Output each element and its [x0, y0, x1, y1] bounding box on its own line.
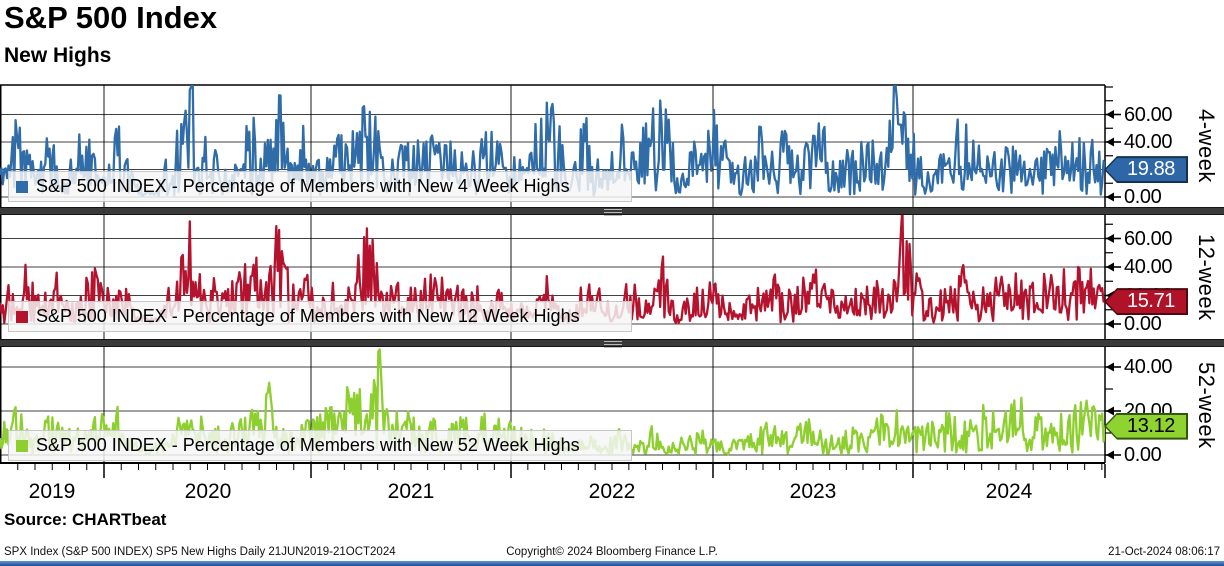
- legend-label-4week: S&P 500 INDEX - Percentage of Members wi…: [36, 176, 570, 196]
- year-label: 2024: [985, 480, 1033, 503]
- legend-marker-icon: [16, 310, 28, 323]
- y-tick-label: 60.00: [1124, 103, 1173, 126]
- last-value-badge-52week: 13.12: [1104, 412, 1188, 440]
- page-title: S&P 500 Index: [4, 0, 218, 35]
- y-tick-label: 0.00: [1124, 186, 1162, 208]
- y-tick-label: 60.00: [1124, 227, 1173, 250]
- footer-security-info: SPX Index (S&P 500 INDEX) SP5 New Highs …: [4, 546, 396, 558]
- source-label: Source: CHARTbeat: [4, 510, 167, 529]
- panel-axis-title-4week: 4-week: [1194, 109, 1219, 183]
- bottom-accent-bar: [0, 561, 1224, 566]
- legend-12week[interactable]: S&P 500 INDEX - Percentage of Members wi…: [8, 301, 632, 332]
- divider-handle-icon[interactable]: [604, 209, 622, 216]
- year-label: 2019: [28, 480, 76, 503]
- chart-subtitle: New Highs: [4, 44, 112, 67]
- legend-marker-icon: [16, 439, 28, 452]
- year-label: 2020: [184, 480, 232, 503]
- last-value-52week: 13.12: [1126, 414, 1176, 437]
- panel-divider[interactable]: [0, 339, 1224, 348]
- legend-52week[interactable]: S&P 500 INDEX - Percentage of Members wi…: [8, 430, 632, 461]
- year-label: 2023: [789, 480, 837, 503]
- year-label: 2022: [588, 480, 636, 503]
- y-tick-label: 40.00: [1124, 131, 1173, 153]
- last-value-12week: 15.71: [1126, 290, 1176, 313]
- footer-copyright: Copyright© 2024 Bloomberg Finance L.P.: [506, 546, 718, 558]
- year-label: 2021: [387, 480, 435, 503]
- legend-4week[interactable]: S&P 500 INDEX - Percentage of Members wi…: [8, 171, 632, 202]
- y-tick-label: 0.00: [1124, 444, 1162, 466]
- legend-marker-icon: [16, 180, 28, 193]
- last-value-badge-4week: 19.88: [1104, 156, 1188, 184]
- y-tick-label: 40.00: [1124, 356, 1173, 378]
- divider-handle-icon[interactable]: [604, 341, 622, 348]
- legend-label-52week: S&P 500 INDEX - Percentage of Members wi…: [36, 435, 580, 455]
- legend-label-12week: S&P 500 INDEX - Percentage of Members wi…: [36, 306, 580, 326]
- y-tick-label: 0.00: [1124, 313, 1162, 335]
- footer-timestamp: 21-Oct-2024 08:06:17: [1108, 546, 1220, 558]
- last-value-4week: 19.88: [1126, 158, 1176, 181]
- panel-axis-title-52week: 52-week: [1194, 361, 1219, 449]
- y-tick-label: 40.00: [1124, 256, 1173, 278]
- panel-divider[interactable]: [0, 207, 1224, 216]
- x-axis-year-labels: 2019 2020 2021 2022 2023 2024: [0, 480, 1224, 506]
- panel-axis-title-12week: 12-week: [1194, 233, 1219, 321]
- last-value-badge-12week: 15.71: [1104, 288, 1188, 316]
